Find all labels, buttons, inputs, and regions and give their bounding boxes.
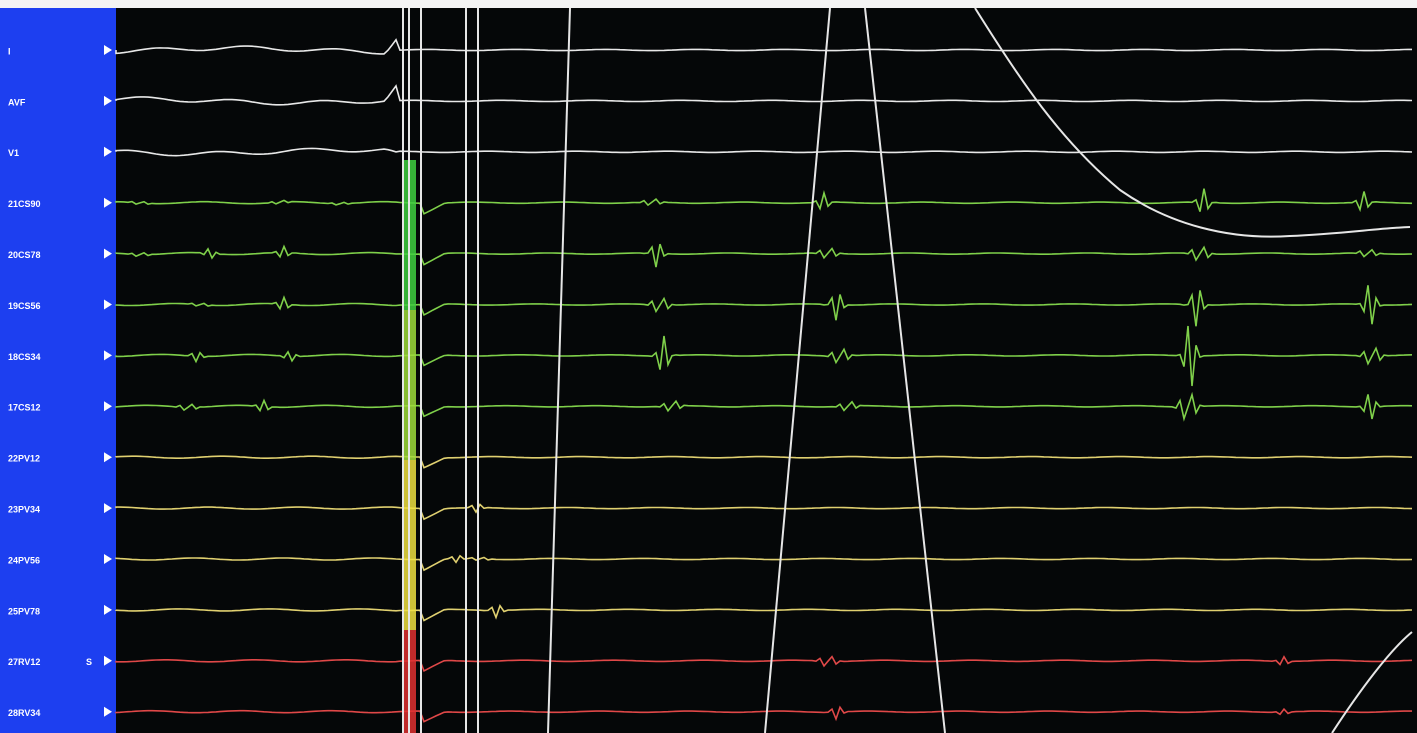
channel-label: V1 [8, 148, 19, 158]
background [0, 0, 1417, 733]
channel-label: I [8, 46, 11, 56]
channel-label: 23PV34 [8, 504, 40, 514]
channel-label: 21CS90 [8, 199, 41, 209]
channel-label: 22PV12 [8, 454, 40, 464]
channel-label: AVF [8, 97, 26, 107]
channel-label: 19CS56 [8, 301, 41, 311]
channel-label: 25PV78 [8, 606, 40, 616]
channel-label: 17CS12 [8, 403, 41, 413]
channel-label: 27RV12 [8, 657, 40, 667]
channel-label: 28RV34 [8, 708, 40, 718]
channel-label: 18CS34 [8, 352, 41, 362]
ep-recording-screen: I AVF V1 21CS90 20CS78 19CS56 18CS34 17CS12 22PV… [0, 0, 1417, 733]
top-border [0, 0, 1417, 8]
channel-label: 20CS78 [8, 250, 41, 260]
label-panel [0, 8, 116, 733]
page: {"channels": [ {"label": "I", "color": "… [0, 0, 1417, 733]
channel-marker: S [86, 657, 92, 667]
channel-label: 24PV56 [8, 555, 40, 565]
